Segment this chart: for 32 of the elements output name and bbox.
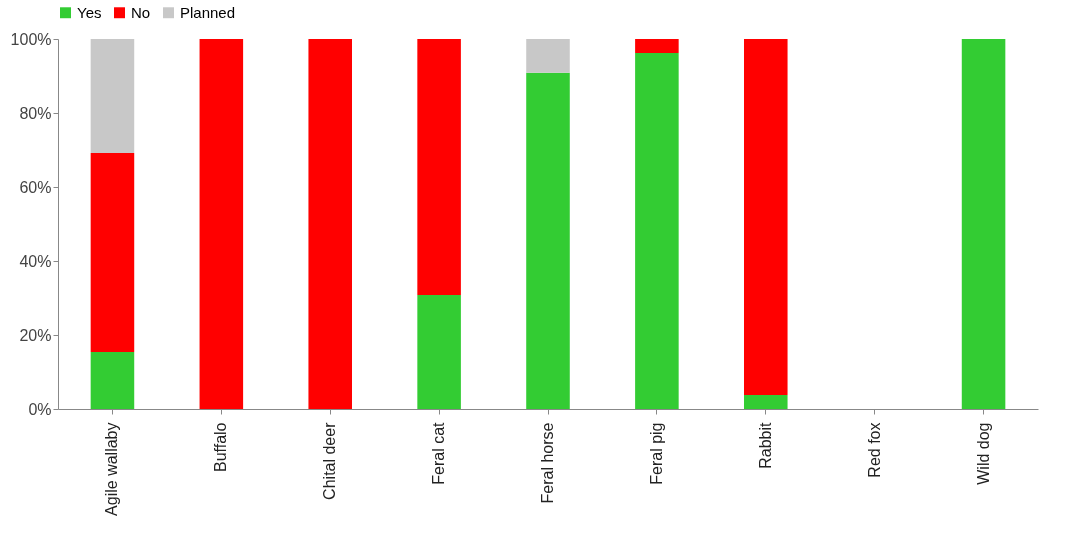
bar [635,39,679,54]
y-tick-label: 60% [19,178,52,196]
x-tick-label: Feral horse [539,422,556,504]
legend-label: Planned [180,3,236,21]
bar [90,352,135,409]
x-tick-label: Agile wallaby [103,422,121,516]
bar [961,39,1006,409]
x-tick-label: Feral pig [647,422,665,485]
bar [417,39,461,296]
x-tick-label: Rabbit [756,421,774,469]
bar [308,39,352,409]
legend-label: No [131,3,151,21]
y-tick-label: 20% [19,326,52,344]
x-tick-label: Wild dog [974,422,992,485]
x-tick-label: Red fox [865,422,883,478]
bar [90,39,135,153]
x-tick-label: Chital deer [321,421,339,500]
y-tick-label: 40% [19,252,52,270]
y-tick-label: 80% [19,104,52,122]
bar [744,394,788,409]
bar [744,39,788,395]
x-tick-label: Buffalo [212,422,230,473]
y-tick-label: 0% [28,400,52,418]
y-tick-label: 100% [10,30,52,48]
bar [635,53,679,409]
bar [526,39,570,73]
legend-label: Yes [77,3,102,21]
bar [417,295,461,409]
bar [90,152,135,353]
x-tick-label: Feral cat [430,421,448,485]
bar [199,39,244,409]
bar [526,72,570,409]
